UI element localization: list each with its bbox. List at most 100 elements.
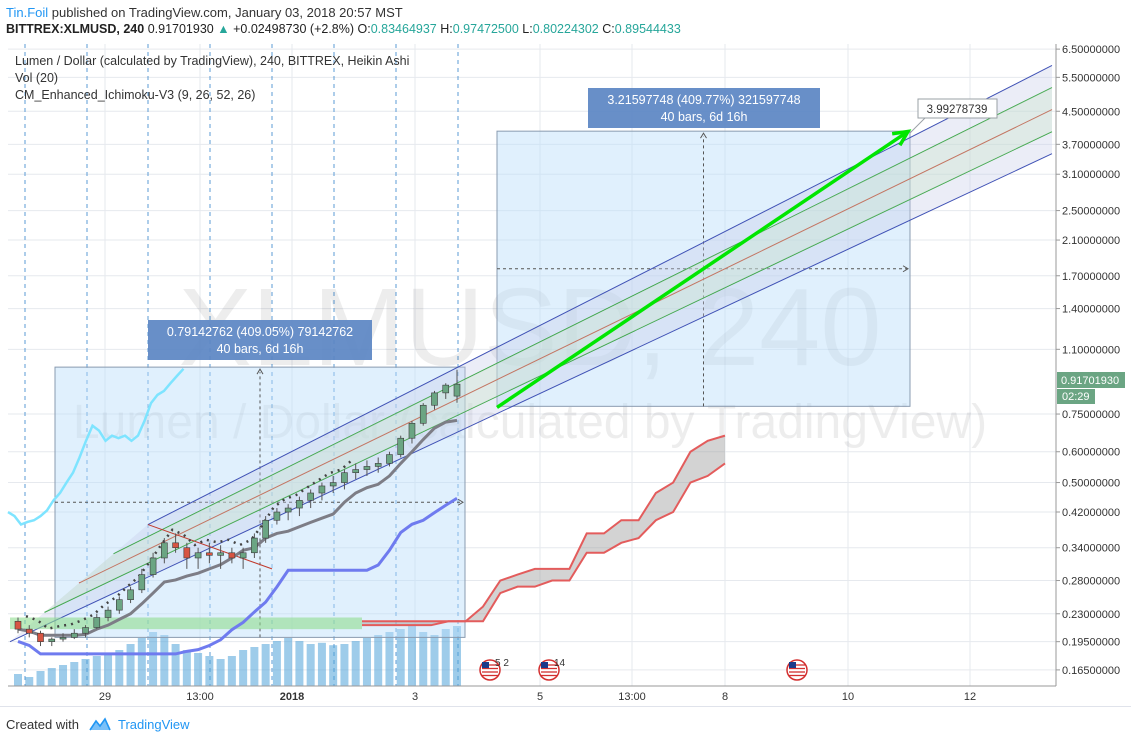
- volume-bar: [47, 668, 56, 686]
- price-tick-label: 0.75000000: [1062, 409, 1120, 421]
- measure-label-1-line2: 40 bars, 6d 16h: [217, 342, 304, 356]
- chart-header: Tin.Foil published on TradingView.com, J…: [0, 0, 1131, 44]
- base-line: [17, 418, 458, 637]
- economic-events[interactable]: 5 2 14: [479, 658, 808, 681]
- candle-body: [228, 552, 236, 559]
- author-name[interactable]: Tin.Foil: [6, 5, 49, 20]
- projection-arrow[interactable]: [496, 129, 912, 409]
- current-price-tag: 0.91701930 02:29: [1057, 372, 1125, 404]
- volume-bar: [70, 662, 79, 686]
- candle-body: [37, 632, 44, 642]
- volume-bar: [216, 659, 225, 686]
- trend-line: [147, 524, 273, 570]
- volume-bar: [419, 632, 428, 686]
- leading-span-dots: [25, 458, 354, 631]
- price-tick-label: 1.10000000: [1062, 344, 1120, 356]
- time-tick-label: 29: [99, 691, 111, 703]
- candle-body: [442, 384, 450, 394]
- price-tick-label: 0.34000000: [1062, 543, 1120, 555]
- measure-label-1-line1: 0.79142762 (409.05%) 79142762: [167, 325, 353, 339]
- tradingview-logo-icon[interactable]: [88, 716, 112, 732]
- candle-body: [116, 599, 123, 611]
- flag-canton: [541, 662, 548, 668]
- footer: Created with TradingView: [0, 706, 1131, 742]
- volume-bar: [385, 632, 394, 686]
- past-cloud-band: [10, 617, 362, 630]
- legend-ichimoku[interactable]: CM_Enhanced_Ichimoku-V3 (9, 26, 52, 26): [15, 88, 255, 102]
- volume-bar: [194, 653, 203, 686]
- volume-bar: [227, 656, 236, 686]
- projection-arrow-line: [496, 130, 909, 409]
- price-tick-label: 5.50000000: [1062, 72, 1120, 84]
- candle-body: [453, 383, 461, 397]
- channel-line: [113, 87, 1053, 555]
- target-callout[interactable]: 3.99278739: [909, 98, 998, 134]
- price-tick-label: 0.23000000: [1062, 609, 1120, 621]
- high-value: 0.97472500: [452, 22, 519, 36]
- candle-body: [104, 609, 112, 618]
- price-tick-label: 2.50000000: [1062, 206, 1120, 218]
- time-tick-label: 13:00: [618, 691, 646, 703]
- current-price-value: 0.91701930: [1061, 375, 1119, 387]
- legend-volume[interactable]: Vol (20): [15, 71, 58, 85]
- us-flag-icon: [786, 659, 808, 681]
- price-tick-label: 0.19500000: [1062, 637, 1120, 649]
- us-flag-icon: 5 2: [479, 658, 509, 681]
- candle-body: [251, 537, 258, 554]
- volume-bar: [14, 674, 22, 686]
- volume-bar: [329, 645, 338, 686]
- candle-body: [149, 557, 157, 575]
- published-text: published on TradingView.com, January 03…: [51, 5, 403, 20]
- volume-bar: [160, 635, 169, 686]
- measure-arrowhead: [256, 368, 264, 375]
- price-change: +0.02498730 (+2.8%): [233, 22, 355, 36]
- cloud-lower-line: [362, 462, 726, 627]
- volume-bar: [295, 641, 304, 686]
- candle-body: [397, 437, 405, 455]
- time-tick-label: 2018: [280, 691, 304, 703]
- symbol-label: BITTREX:XLMUSD, 240: [6, 22, 145, 36]
- volume-bar: [340, 644, 349, 686]
- ohlc-bar: BITTREX:XLMUSD, 240 0.91701930 ▲ +0.0249…: [6, 22, 681, 36]
- volume-bar: [36, 671, 45, 686]
- volume-bar: [306, 644, 315, 686]
- ichimoku-cloud: [10, 434, 726, 630]
- volume-bar: [81, 659, 90, 686]
- candle-body: [14, 620, 22, 630]
- candle-body: [183, 547, 191, 559]
- volume-bar: [284, 638, 293, 686]
- price-tick-label: 0.60000000: [1062, 447, 1120, 459]
- candle-body: [48, 638, 56, 642]
- candle-body: [341, 472, 348, 483]
- time-axis[interactable]: 29 13:00 2018 3 5 13:00 8 10 12: [99, 691, 976, 703]
- open-value: 0.83464937: [370, 22, 437, 36]
- volume-bar: [441, 629, 450, 686]
- change-arrow-icon: ▲: [217, 22, 230, 36]
- price-tick-label: 3.10000000: [1062, 169, 1120, 181]
- measure-label-2-bg: [588, 88, 820, 128]
- measure-arrowhead: [902, 265, 909, 273]
- tradingview-link[interactable]: TradingView: [118, 717, 190, 732]
- candle-body: [386, 454, 393, 464]
- candle-body: [408, 422, 416, 439]
- channel-line: [9, 153, 1053, 643]
- price-axis[interactable]: 6.50000000 5.50000000 4.50000000 3.70000000…: [1056, 44, 1120, 677]
- flag-canton: [482, 662, 489, 668]
- measure-arrowhead: [457, 498, 464, 506]
- last-price: 0.91701930: [147, 22, 214, 36]
- measure-label-1[interactable]: 0.79142762 (409.05%) 79142762 40 bars, 6…: [148, 320, 372, 360]
- time-tick-label: 3: [412, 691, 418, 703]
- price-tick-label: 2.10000000: [1062, 235, 1120, 247]
- candle-body: [59, 637, 67, 640]
- close-label: C:: [602, 22, 615, 36]
- price-tick-label: 1.40000000: [1062, 304, 1120, 316]
- countdown-tag-bg: [1057, 389, 1095, 404]
- legend-title[interactable]: Lumen / Dollar (calculated by TradingVie…: [15, 54, 409, 68]
- measure-label-2-line2: 40 bars, 6d 16h: [661, 110, 748, 124]
- measure-label-2[interactable]: 3.21597748 (409.77%) 321597748 40 bars, …: [588, 88, 820, 128]
- volume-bar: [25, 677, 34, 686]
- channel-line: [78, 109, 1053, 584]
- price-chart[interactable]: XLMUSD, 240 Lumen / Dollar (calculated b…: [0, 44, 1131, 706]
- volume-bar: [126, 644, 135, 686]
- price-tick-label: 0.50000000: [1062, 478, 1120, 490]
